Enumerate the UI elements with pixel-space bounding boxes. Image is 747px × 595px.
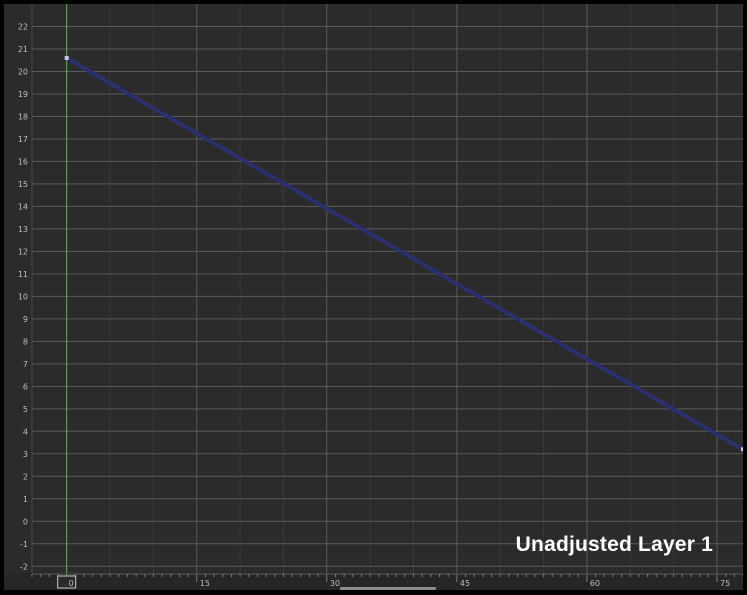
layer-label: Unadjusted Layer 1 (515, 533, 713, 556)
y-tick-label: 18 (18, 112, 28, 121)
horizontal-scrollbar-thumb[interactable] (340, 587, 436, 590)
y-tick-label: 19 (18, 90, 28, 99)
y-tick-label: 7 (23, 360, 28, 369)
time-ruler (4, 573, 743, 590)
graph-editor-panel[interactable]: -2 -1 0 1 2 3 4 5 6 7 8 9 10 11 12 13 14 15 16 17 18 19 20 21 22… (4, 4, 743, 590)
keyframe-point[interactable] (64, 55, 69, 60)
y-tick-label: 17 (18, 135, 28, 144)
y-tick-label: 1 (23, 495, 28, 504)
y-tick-label: 22 (18, 22, 28, 31)
y-tick-label: 10 (18, 292, 28, 301)
y-tick-label: 9 (23, 315, 28, 324)
x-tick-label: 60 (590, 579, 600, 588)
y-tick-label: 12 (18, 247, 28, 256)
animation-curve[interactable] (64, 55, 743, 452)
y-tick-label: 20 (18, 67, 28, 76)
y-tick-label: 16 (18, 157, 28, 166)
y-tick-label: -2 (20, 562, 28, 571)
y-tick-label: 2 (23, 472, 28, 481)
y-tick-label: 14 (18, 202, 28, 211)
y-tick-label: 15 (18, 180, 28, 189)
y-tick-label: 21 (18, 45, 28, 54)
x-tick-label: 75 (720, 579, 730, 588)
x-tick-label: 15 (200, 579, 210, 588)
curve-graph[interactable]: -2-1012345678910111213141516171819202122… (4, 4, 743, 590)
y-tick-label: 13 (18, 225, 28, 234)
y-tick-label: 6 (23, 382, 28, 391)
y-tick-label: -1 (20, 540, 28, 549)
y-tick-label: 11 (18, 270, 28, 279)
current-frame-label: 0 (69, 579, 74, 588)
y-tick-label: 3 (23, 450, 28, 459)
y-tick-label: 8 (23, 337, 28, 346)
y-tick-label: 0 (23, 517, 28, 526)
y-tick-label: 5 (23, 405, 28, 414)
x-tick-label: 45 (460, 579, 470, 588)
current-frame-box[interactable] (57, 575, 77, 589)
x-tick-label: 30 (330, 579, 340, 588)
keyframe-point[interactable] (741, 447, 743, 452)
y-tick-label: 4 (23, 427, 28, 436)
